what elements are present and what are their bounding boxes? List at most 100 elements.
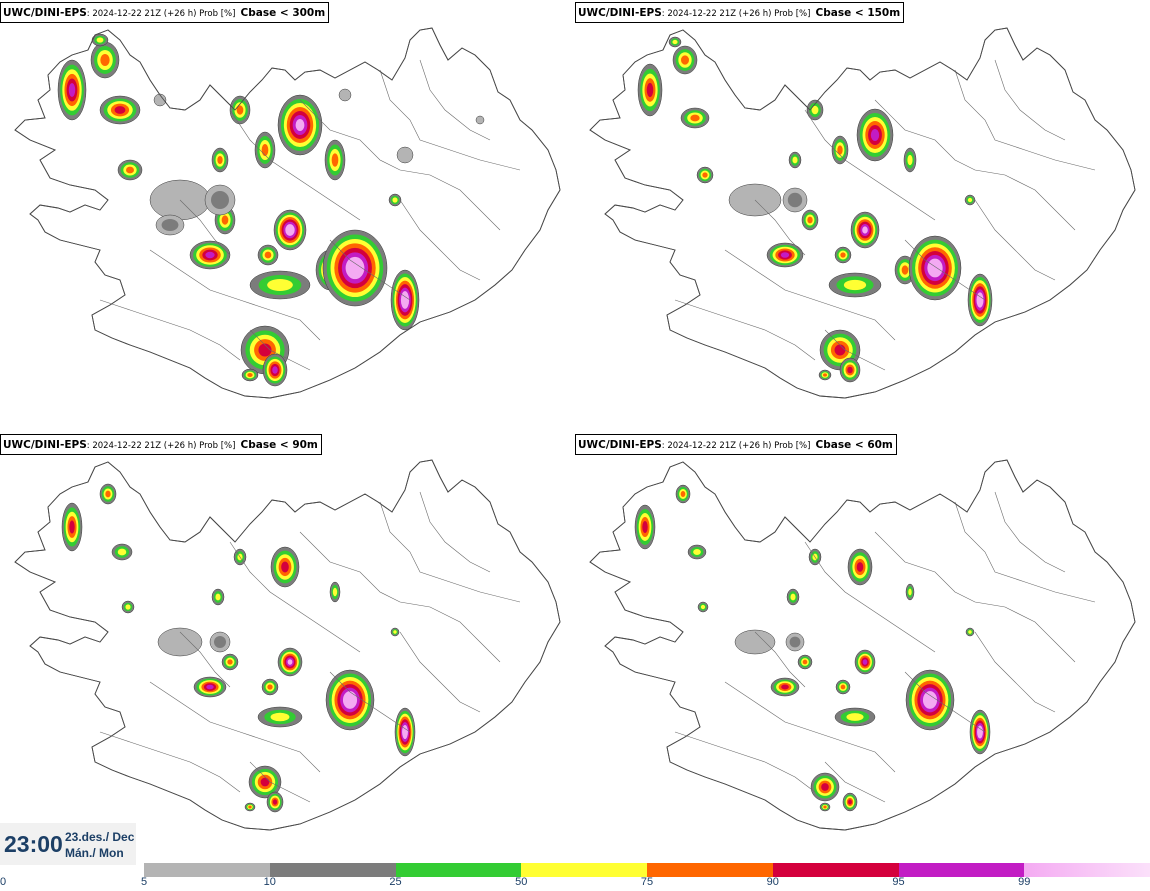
probability-area: [856, 108, 894, 162]
colorbar-segment: [521, 863, 647, 877]
probability-area: [155, 214, 185, 236]
probability-area: [257, 244, 279, 266]
probability-area: [834, 246, 852, 264]
probability-area: [785, 632, 805, 652]
panel-title: UWC/DINI-EPS: 2024-12-22 21Z (+26 h) Pro…: [0, 434, 322, 455]
boundary-line: [329, 671, 411, 733]
probability-area: [810, 772, 840, 802]
probability-area: [672, 45, 698, 75]
boundary-line: [824, 761, 886, 803]
boundary-line: [249, 329, 311, 371]
boundary-line: [149, 249, 321, 341]
map-panel-300m: UWC/DINI-EPS: 2024-12-22 21Z (+26 h) Pro…: [0, 0, 575, 430]
boundary-line: [329, 239, 411, 301]
probability-area: [99, 483, 117, 505]
colorbar-tick-label: 5: [140, 876, 148, 888]
colorbar-tick-label: 99: [1018, 876, 1031, 888]
probability-area: [61, 502, 83, 552]
boundary-line: [249, 761, 311, 803]
probability-area: [668, 36, 682, 48]
model-name: UWC/DINI-EPS: [3, 439, 87, 451]
probability-area: [325, 669, 375, 731]
probability-area: [634, 504, 656, 550]
probability-area: [905, 669, 955, 731]
parameter-label: Cbase < 300m: [240, 7, 326, 19]
probability-area: [390, 269, 420, 331]
probability-area: [637, 63, 663, 117]
boundary-line: [754, 631, 806, 688]
probability-area: [828, 272, 882, 298]
probability-area: [57, 59, 87, 121]
probability-area: [834, 707, 876, 727]
boundary-line: [299, 99, 501, 231]
probability-area: [324, 139, 346, 181]
colorbar-tick-label: 95: [892, 876, 905, 888]
boundary-line: [724, 249, 896, 341]
map-panel-60m: UWC/DINI-EPS: 2024-12-22 21Z (+26 h) Pro…: [575, 432, 1150, 862]
probability-area: [396, 146, 414, 164]
colorbar-segment: [772, 863, 899, 877]
probability-area: [696, 166, 714, 184]
probability-area: [675, 484, 691, 504]
colorbar-segment: [1024, 863, 1150, 877]
colorbar-segment: [898, 863, 1025, 877]
colorbar-segment: [144, 863, 270, 877]
probability-area: [209, 631, 231, 653]
parameter-label: Cbase < 90m: [240, 439, 318, 451]
probability-area: [905, 583, 915, 601]
probability-area: [797, 654, 813, 670]
boundary-line: [874, 99, 1076, 231]
iceland-map-90m: [14, 459, 561, 831]
probability-area: [221, 653, 239, 671]
probability-area: [854, 649, 876, 675]
boundary-line: [399, 199, 481, 281]
probability-area: [90, 41, 120, 79]
probability-area: [819, 329, 861, 371]
iceland-map-60m: [589, 459, 1136, 831]
boundary-line: [379, 501, 521, 603]
boundary-line: [724, 681, 896, 773]
probability-area: [388, 193, 402, 207]
probability-area: [241, 368, 259, 382]
coastline-outline: [589, 27, 1136, 399]
probability-area: [964, 194, 976, 206]
boundary-line: [974, 199, 1056, 281]
probability-area: [903, 147, 917, 173]
probability-area: [687, 544, 707, 560]
probability-area: [322, 229, 388, 307]
probability-area: [91, 33, 109, 47]
boundary-line: [179, 199, 231, 256]
boundary-line: [229, 109, 361, 221]
boundary-line: [904, 671, 986, 733]
model-name: UWC/DINI-EPS: [3, 7, 87, 19]
probability-area: [111, 543, 133, 561]
boundary-line: [419, 59, 491, 141]
probability-area: [277, 94, 323, 156]
boundary-line: [954, 69, 1096, 171]
boundary-line: [994, 491, 1066, 573]
colorbar-segment: [269, 863, 396, 877]
probability-area: [969, 709, 991, 755]
panel-title: UWC/DINI-EPS: 2024-12-22 21Z (+26 h) Pro…: [0, 2, 330, 23]
colorbar-tick-label: 0: [0, 876, 7, 888]
panel-title: UWC/DINI-EPS: 2024-12-22 21Z (+26 h) Pro…: [575, 434, 897, 455]
probability-colorbar: [144, 863, 1150, 877]
colorbar-tick-label: 50: [515, 876, 528, 888]
boundary-line: [99, 299, 241, 361]
boundary-line: [874, 531, 1076, 663]
probability-area: [908, 235, 962, 301]
boundary-line: [229, 541, 361, 653]
run-info: : 2024-12-22 21Z (+26 h) Prob [%]: [661, 441, 811, 451]
probability-area: [157, 627, 203, 657]
probability-area: [204, 184, 236, 216]
colorbar-segment: [395, 863, 522, 877]
colorbar-tick-label: 90: [766, 876, 779, 888]
colorbar-tick-label: 25: [389, 876, 402, 888]
coastline: [589, 459, 1136, 831]
probability-area: [211, 588, 225, 606]
boundary-line: [954, 501, 1096, 603]
probability-area: [850, 211, 880, 249]
boundary-line: [419, 491, 491, 573]
probability-area: [788, 151, 802, 169]
probability-area: [189, 240, 231, 270]
